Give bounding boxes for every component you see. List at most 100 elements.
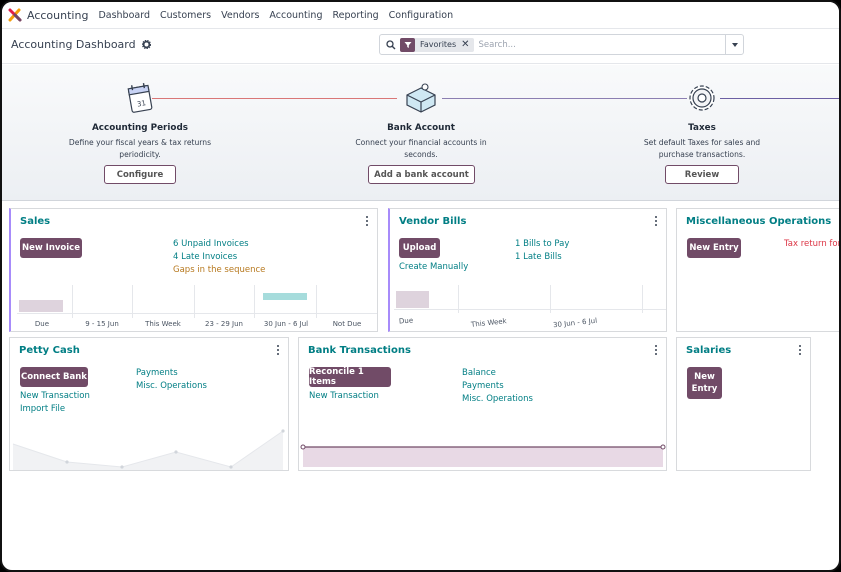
late-invoices-link[interactable]: 4 Late Invoices: [173, 252, 238, 262]
chart-label: 9 - 15 Jun: [85, 320, 119, 328]
chart-label: Not Due: [332, 320, 362, 328]
filter-icon: [400, 37, 415, 52]
chart-label: Due: [34, 320, 50, 328]
step-description: Set default Taxes for sales and purchase…: [643, 138, 761, 159]
upload-button[interactable]: Upload: [399, 238, 440, 258]
balance-link[interactable]: Balance: [462, 368, 496, 378]
kebab-menu-icon[interactable]: [365, 215, 369, 227]
bank-puzzle-icon: [406, 83, 436, 113]
main-menu: Dashboard Customers Vendors Accounting R…: [98, 10, 453, 21]
new-transaction-link[interactable]: New Transaction: [20, 391, 90, 401]
caret-down-icon: [731, 42, 738, 47]
page-title: Accounting Dashboard: [11, 38, 151, 51]
step-title: Bank Account: [387, 123, 455, 133]
chart-label: This Week: [470, 317, 508, 329]
menu-dashboard[interactable]: Dashboard: [98, 9, 150, 21]
chart-gridline: [194, 285, 195, 318]
card-title[interactable]: Bank Transactions: [308, 345, 411, 356]
menu-accounting[interactable]: Accounting: [269, 9, 323, 21]
app-brand[interactable]: Accounting: [8, 8, 88, 22]
payments-link[interactable]: Payments: [136, 368, 178, 378]
salaries-card: Salaries New Entry: [676, 337, 811, 471]
chart-gridline: [458, 285, 459, 313]
app-name: Accounting: [27, 8, 89, 22]
chart-bar-30jun: [263, 293, 307, 300]
new-entry-button[interactable]: New Entry: [687, 367, 722, 399]
misc-operations-link[interactable]: Misc. Operations: [462, 394, 533, 404]
search-options-toggle[interactable]: [725, 35, 743, 54]
remove-facet-icon[interactable]: ✕: [461, 38, 470, 50]
top-navbar: Accounting Dashboard Customers Vendors A…: [2, 2, 839, 29]
progress-line: [720, 98, 839, 99]
menu-vendors[interactable]: Vendors: [221, 9, 260, 21]
petty-cash-card: Petty Cash Connect Bank New Transaction …: [9, 337, 289, 471]
review-button[interactable]: Review: [665, 165, 739, 184]
chart-bar-due: [19, 300, 63, 312]
onboarding-panel: 31 Accounting Periods Define your fiscal…: [2, 65, 839, 201]
late-bills-link[interactable]: 1 Late Bills: [515, 252, 562, 262]
gear-icon[interactable]: [141, 40, 151, 49]
chart-bar-due: [396, 291, 429, 308]
add-bank-account-button[interactable]: Add a bank account: [368, 165, 475, 184]
chart-gridline: [316, 285, 317, 318]
sequence-gaps-link[interactable]: Gaps in the sequence: [173, 265, 266, 275]
search-input[interactable]: Search...: [478, 39, 516, 50]
payments-link[interactable]: Payments: [462, 381, 504, 391]
progress-line: [442, 98, 687, 99]
chart-gridline: [132, 285, 133, 318]
balance-line-chart: [300, 444, 666, 467]
control-panel: Accounting Dashboard Favorites ✕ Search.…: [2, 29, 839, 64]
progress-line: [152, 98, 397, 99]
new-transaction-link[interactable]: New Transaction: [309, 391, 379, 401]
gear-icon: [689, 85, 715, 111]
menu-configuration[interactable]: Configuration: [388, 9, 454, 21]
step-title: Taxes: [688, 123, 716, 133]
tax-return-link[interactable]: Tax return for A: [784, 239, 841, 249]
search-bar[interactable]: Favorites ✕ Search...: [379, 34, 744, 55]
card-title[interactable]: Petty Cash: [19, 345, 80, 356]
configure-button[interactable]: Configure: [104, 165, 176, 184]
connect-bank-button[interactable]: Connect Bank: [20, 367, 88, 387]
vendor-bills-card: Vendor Bills Upload Create Manually 1 Bi…: [388, 208, 667, 332]
step-title: Accounting Periods: [92, 123, 188, 133]
calendar-icon: 31: [127, 83, 153, 113]
button-label-line: Entry: [691, 384, 718, 394]
bills-to-pay-link[interactable]: 1 Bills to Pay: [515, 239, 570, 249]
create-manually-link[interactable]: Create Manually: [399, 262, 469, 272]
step-description: Connect your financial accounts in secon…: [355, 138, 487, 159]
step-description: Define your fiscal years & tax returns p…: [68, 138, 212, 159]
svg-text:31: 31: [136, 99, 146, 108]
unpaid-invoices-link[interactable]: 6 Unpaid Invoices: [173, 239, 249, 249]
page-title-text: Accounting Dashboard: [11, 38, 136, 51]
kebab-menu-icon[interactable]: [276, 344, 280, 356]
search-icon: [386, 39, 396, 49]
search-facet: Favorites ✕: [400, 37, 474, 52]
odoo-accounting-logo-icon: [8, 8, 22, 22]
facet-label: Favorites: [420, 40, 457, 49]
chart-gridline: [550, 285, 551, 313]
kebab-menu-icon[interactable]: [654, 344, 658, 356]
card-title[interactable]: Miscellaneous Operations: [686, 216, 832, 227]
card-title[interactable]: Sales: [20, 216, 51, 227]
chart-label: 30 Jun - 6 Jul: [552, 316, 598, 330]
chart-gridline: [254, 285, 255, 318]
import-file-link[interactable]: Import File: [20, 404, 66, 414]
chart-gridline: [72, 285, 73, 318]
menu-customers[interactable]: Customers: [159, 9, 212, 21]
chart-label: This Week: [145, 320, 181, 328]
new-invoice-button[interactable]: New Invoice: [20, 238, 82, 258]
new-entry-button[interactable]: New Entry: [687, 238, 741, 258]
kebab-menu-icon[interactable]: [798, 344, 802, 356]
chart-gridline: [642, 285, 643, 313]
misc-operations-link[interactable]: Misc. Operations: [136, 381, 207, 391]
kebab-menu-icon[interactable]: [654, 215, 658, 227]
balance-line-chart: [12, 429, 285, 470]
misc-operations-card: Miscellaneous Operations New Entry Tax r…: [676, 208, 841, 332]
reconcile-button[interactable]: Reconcile 1 Items: [309, 367, 391, 387]
chart-baseline: [17, 313, 377, 314]
button-label-line: New: [694, 372, 715, 382]
chart-label: 30 Jun - 6 Jul: [263, 320, 309, 328]
card-title[interactable]: Salaries: [686, 345, 732, 356]
menu-reporting[interactable]: Reporting: [332, 9, 379, 21]
card-title[interactable]: Vendor Bills: [399, 216, 467, 227]
